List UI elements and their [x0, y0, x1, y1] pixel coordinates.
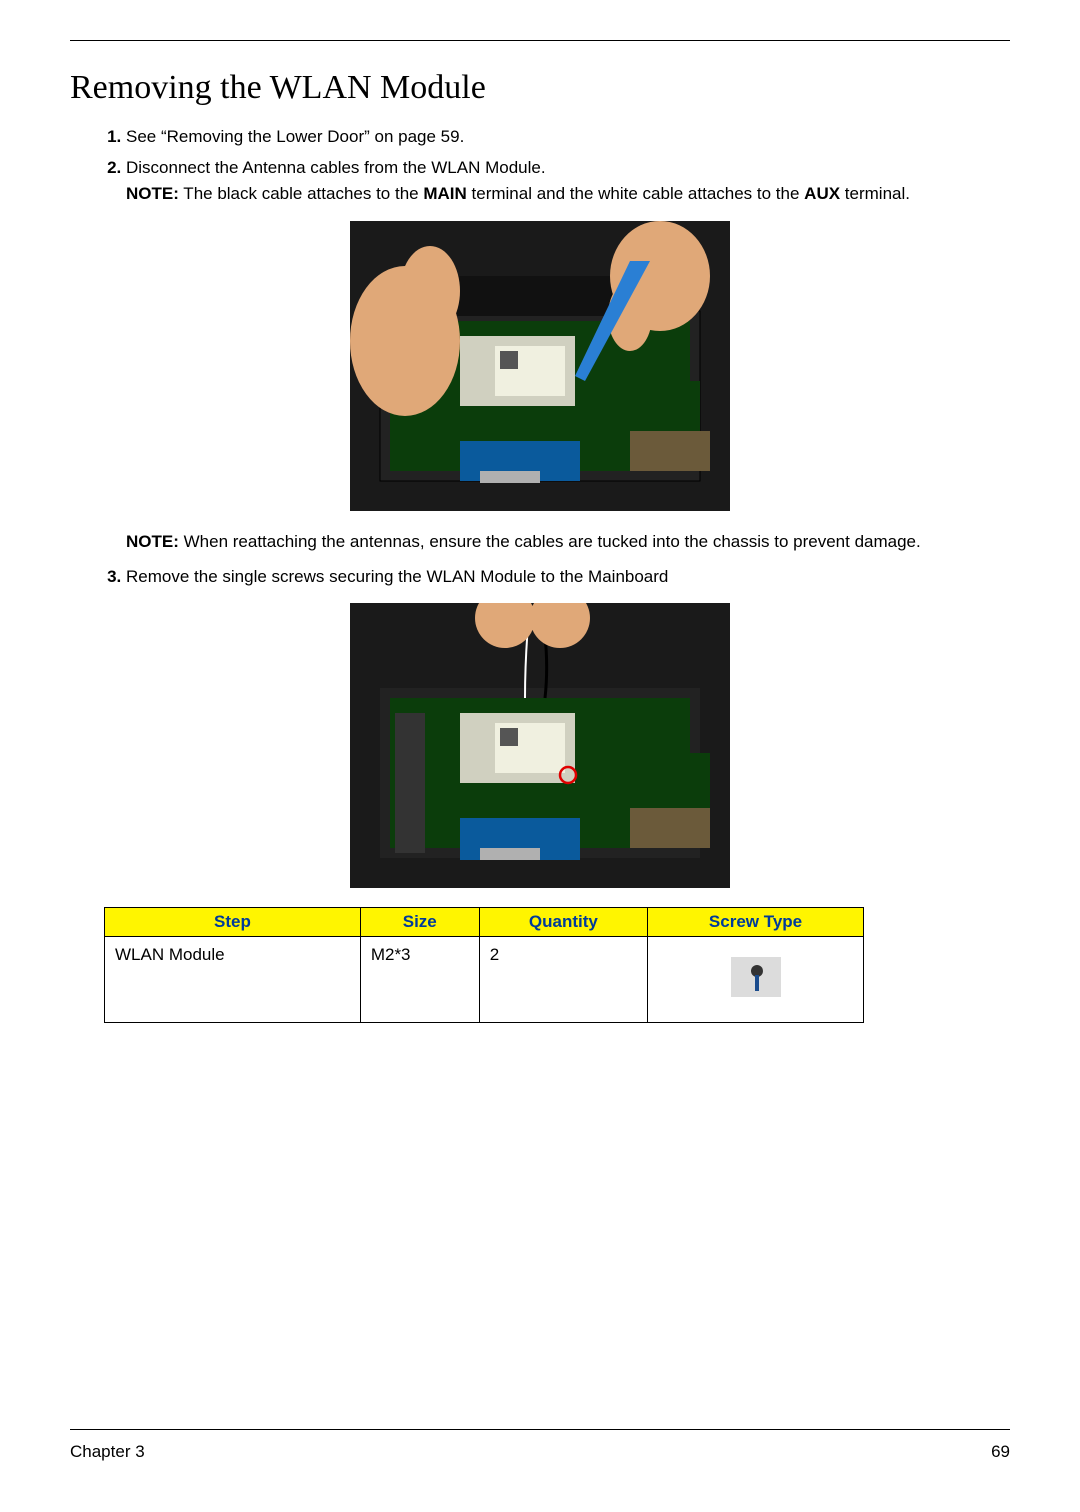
step-2-note: NOTE: The black cable attaches to the MA…: [126, 182, 1010, 207]
footer-page: 69: [991, 1442, 1010, 1462]
page-title: Removing the WLAN Module: [70, 69, 1010, 107]
th-size: Size: [360, 908, 479, 937]
figure-2-svg: [350, 603, 730, 888]
footer-rule: [70, 1429, 1010, 1430]
footer-chapter: Chapter 3: [70, 1442, 145, 1462]
step-3: Remove the single screws securing the WL…: [126, 565, 1010, 590]
step-2-text: Disconnect the Antenna cables from the W…: [126, 158, 546, 177]
header-rule: [70, 40, 1010, 41]
th-step: Step: [105, 908, 361, 937]
mid-note-prefix: NOTE:: [126, 532, 179, 551]
table-row: WLAN Module M2*3 2: [105, 937, 864, 1023]
note-prefix: NOTE:: [126, 184, 179, 203]
table-header-row: Step Size Quantity Screw Type: [105, 908, 864, 937]
note-main: MAIN: [423, 184, 466, 203]
note-c: terminal.: [840, 184, 910, 203]
th-qty: Quantity: [479, 908, 647, 937]
screw-icon: [731, 957, 781, 997]
td-screw: [648, 937, 864, 1023]
figure-1: [70, 221, 1010, 516]
note-a: The black cable attaches to the: [179, 184, 423, 203]
step-1-text: See “Removing the Lower Door” on page 59…: [126, 127, 464, 146]
page-footer: Chapter 3 69: [70, 1429, 1010, 1462]
steps-list-2: Remove the single screws securing the WL…: [70, 565, 1010, 590]
td-size: M2*3: [360, 937, 479, 1023]
step-2: Disconnect the Antenna cables from the W…: [126, 156, 1010, 207]
td-qty: 2: [479, 937, 647, 1023]
footer-row: Chapter 3 69: [70, 1442, 1010, 1462]
td-step: WLAN Module: [105, 937, 361, 1023]
step-3-text: Remove the single screws securing the WL…: [126, 567, 668, 586]
th-type: Screw Type: [648, 908, 864, 937]
mid-note: NOTE: When reattaching the antennas, ens…: [70, 530, 1010, 555]
mid-note-body: When reattaching the antennas, ensure th…: [179, 532, 921, 551]
note-b: terminal and the white cable attaches to…: [467, 184, 804, 203]
note-aux: AUX: [804, 184, 840, 203]
figure-1-svg: [350, 221, 730, 511]
figure-2: [70, 603, 1010, 893]
steps-list: See “Removing the Lower Door” on page 59…: [70, 125, 1010, 207]
screw-table: Step Size Quantity Screw Type WLAN Modul…: [104, 907, 864, 1023]
step-1: See “Removing the Lower Door” on page 59…: [126, 125, 1010, 150]
